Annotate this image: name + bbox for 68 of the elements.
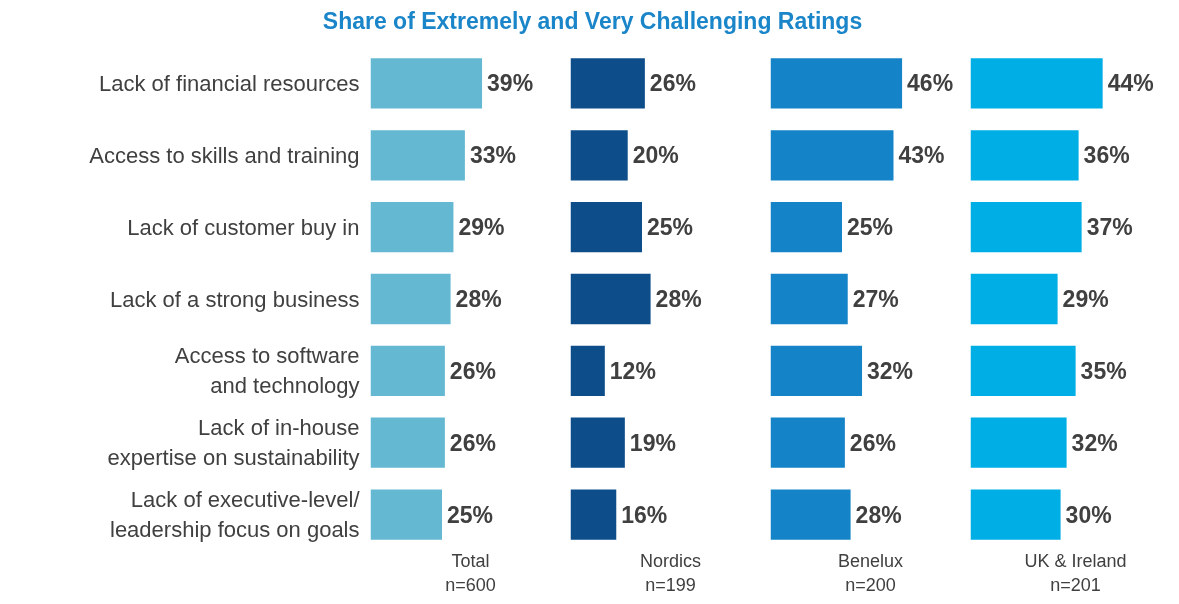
data-label: 46% [907, 70, 954, 97]
bar [970, 130, 1079, 181]
data-label: 26% [449, 429, 496, 456]
data-label: 39% [487, 70, 534, 97]
bar [770, 130, 894, 181]
y-tick-label: Lack of executive-level/ leadership focus on goals [110, 487, 361, 543]
bar [970, 489, 1061, 540]
y-tick-label: Lack of customer buy in [127, 214, 360, 240]
bar [970, 273, 1058, 325]
y-tick-label: Access to software and technology [174, 343, 360, 399]
bar [570, 345, 605, 397]
data-label: 32% [867, 357, 914, 384]
data-label: 28% [655, 286, 702, 312]
data-label: 44% [1107, 70, 1154, 97]
data-label: 25% [847, 214, 894, 241]
data-label: 16% [621, 501, 668, 528]
bar [570, 417, 625, 468]
data-label: 30% [1065, 501, 1112, 528]
bar [770, 345, 863, 397]
data-label: 33% [469, 142, 516, 169]
bar [370, 58, 483, 109]
data-label: 25% [447, 501, 494, 528]
data-label: 20% [632, 142, 679, 169]
data-label: 28% [455, 286, 502, 312]
bar [770, 58, 903, 109]
bar [570, 201, 643, 253]
data-label: 37% [1086, 214, 1133, 241]
data-label: 35% [1080, 357, 1127, 384]
bar [370, 345, 445, 397]
bar [570, 489, 617, 540]
data-label: 28% [855, 501, 902, 528]
data-label: 26% [649, 70, 696, 97]
text: Share of Extremely and Very Challenging Ratings [322, 7, 863, 36]
data-label: 29% [458, 214, 505, 241]
data-label: 29% [1062, 286, 1109, 312]
bar [770, 273, 848, 325]
bar [570, 58, 645, 109]
bar [370, 273, 451, 325]
x-axis-title: Benelux n=200 [837, 550, 904, 595]
bar [570, 130, 628, 181]
data-label: 26% [849, 429, 896, 456]
bar [370, 201, 454, 253]
x-axis-title: UK & Ireland n=201 [1024, 550, 1127, 595]
data-label: 43% [898, 142, 945, 169]
x-axis-title: Total n=600 [445, 550, 496, 595]
bar [370, 130, 465, 181]
y-tick-label: Lack of a strong business [110, 286, 360, 312]
bar [770, 417, 845, 468]
bar [970, 345, 1076, 397]
data-label: 36% [1083, 142, 1130, 169]
x-axis-title: Nordics n=199 [639, 550, 702, 595]
bar [370, 417, 445, 468]
data-label: 26% [449, 357, 496, 384]
bar [970, 417, 1067, 468]
data-label: 32% [1071, 429, 1118, 456]
bar [370, 489, 443, 540]
bar [970, 201, 1082, 253]
data-label: 19% [629, 429, 676, 456]
data-label: 27% [852, 286, 899, 312]
y-tick-label: Lack of in-house expertise on sustainability [107, 415, 360, 471]
y-tick-label: Access to skills and training [89, 142, 360, 168]
bar [970, 58, 1103, 109]
y-tick-label: Lack of financial resources [99, 70, 360, 96]
bar [770, 201, 843, 253]
data-label: 12% [609, 357, 656, 384]
data-label: 25% [647, 214, 694, 241]
bar [770, 489, 851, 540]
bar [570, 273, 651, 325]
